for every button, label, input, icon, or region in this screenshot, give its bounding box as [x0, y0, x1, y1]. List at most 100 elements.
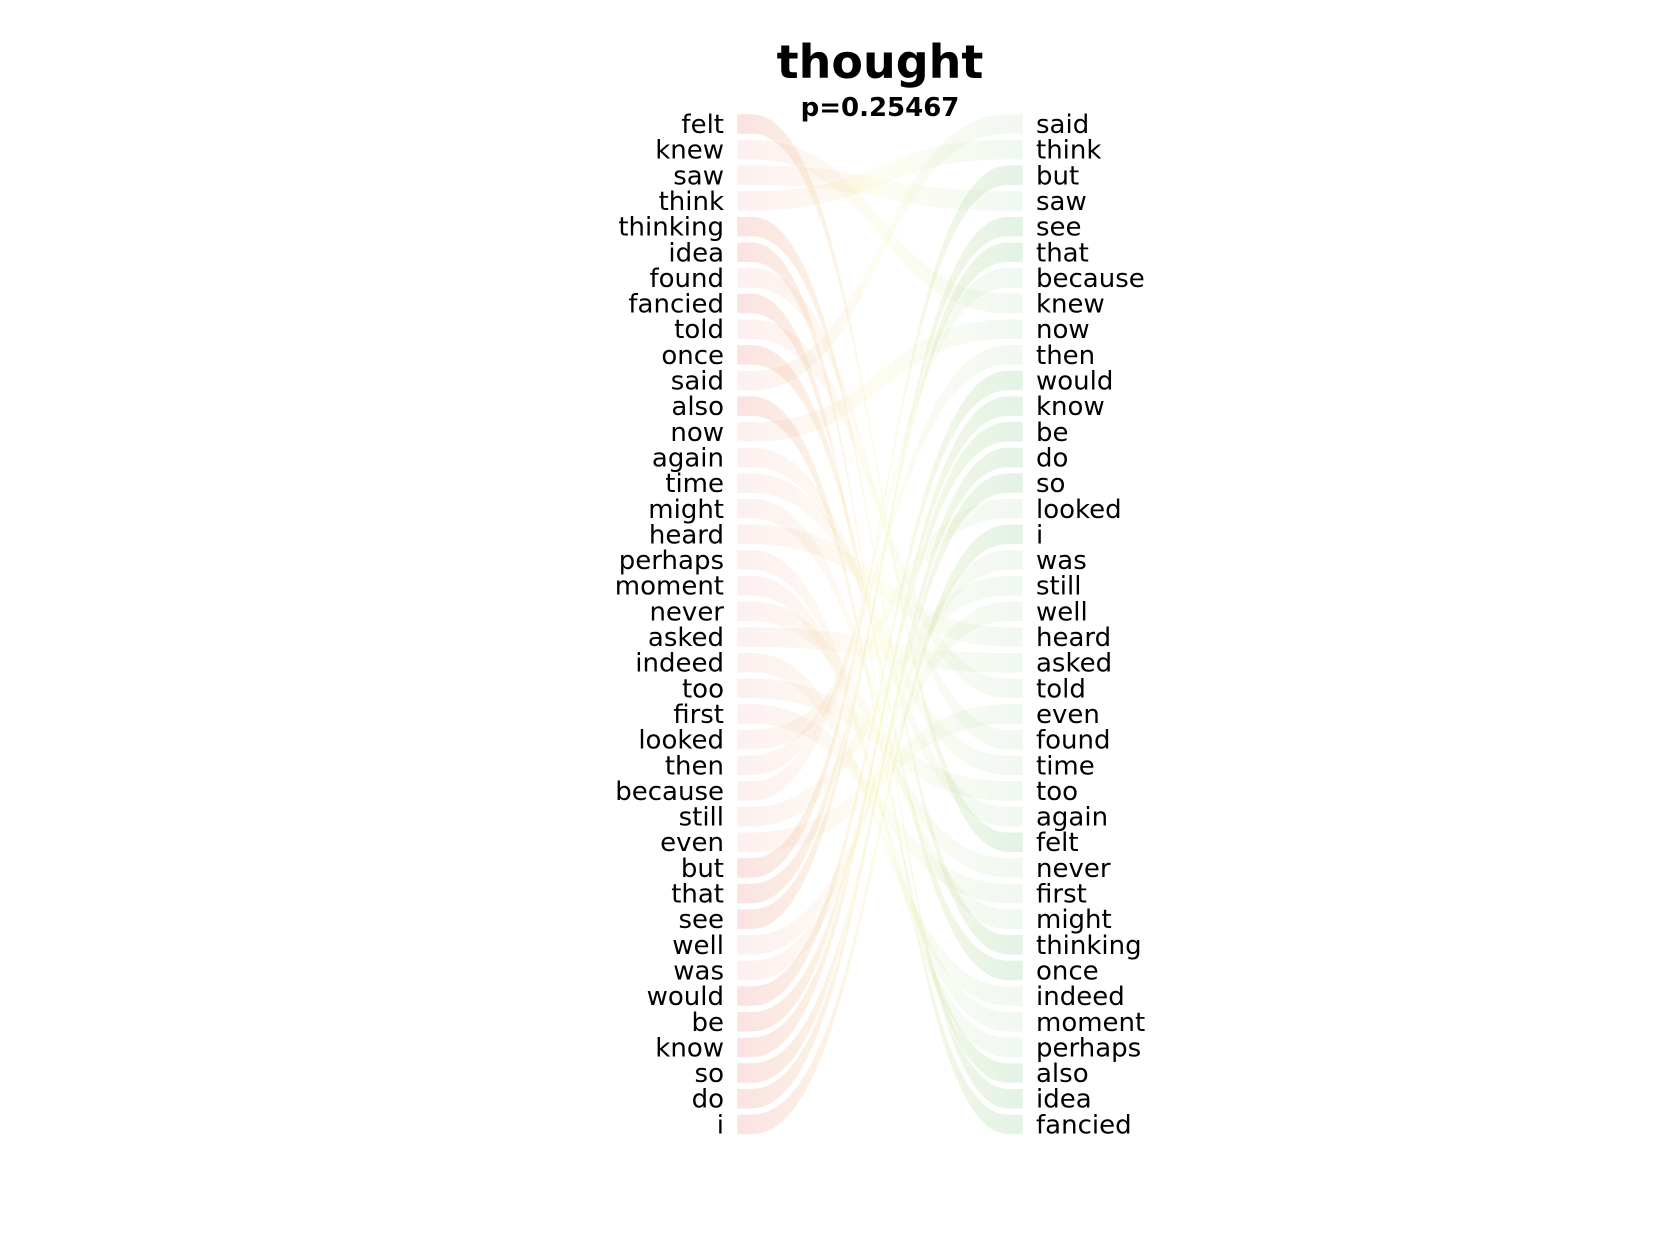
right-word-label: also — [1036, 1059, 1089, 1089]
left-word-label: still — [679, 803, 724, 833]
left-word-label: indeed — [635, 649, 724, 679]
right-word-label: felt — [1036, 828, 1079, 858]
right-word-label: now — [1036, 315, 1090, 345]
ribbon-heard — [734, 522, 1026, 650]
ribbon-felt — [734, 111, 1026, 855]
left-word-label: think — [659, 187, 724, 217]
left-word-label: see — [678, 905, 724, 935]
left-word-label: now — [670, 418, 724, 448]
left-word-label: idea — [668, 238, 724, 268]
ribbon-said — [734, 111, 1026, 393]
right-word-label: saw — [1036, 187, 1087, 217]
left-word-label: moment — [615, 572, 724, 602]
left-word-label: again — [652, 443, 724, 473]
left-word-label: asked — [648, 623, 724, 653]
ribbon-group — [734, 111, 1026, 1137]
right-word-label: because — [1036, 264, 1145, 294]
right-word-label: moment — [1036, 1008, 1145, 1038]
left-word-label: said — [671, 367, 724, 397]
right-word-label: still — [1036, 572, 1081, 602]
left-word-label: would — [647, 982, 724, 1012]
right-word-label: never — [1036, 854, 1111, 884]
left-word-label: so — [695, 1059, 724, 1089]
left-word-label: perhaps — [619, 546, 724, 576]
right-word-label: would — [1036, 367, 1113, 397]
left-word-list: feltknewsawthinkthinkingideafoundfancied… — [615, 110, 725, 1140]
right-word-label: be — [1036, 418, 1069, 448]
right-word-label: too — [1036, 777, 1078, 807]
left-word-label: might — [648, 495, 724, 525]
left-word-label: fancied — [628, 290, 724, 320]
right-word-label: even — [1036, 700, 1100, 730]
right-word-label: perhaps — [1036, 1033, 1141, 1063]
left-word-label: time — [665, 469, 724, 499]
ribbon-would — [734, 368, 1026, 1009]
left-word-label: found — [649, 264, 724, 294]
ribbon-know — [734, 393, 1026, 1060]
right-word-label: heard — [1036, 623, 1111, 653]
ribbon-i — [734, 522, 1026, 1137]
right-word-label: time — [1036, 751, 1095, 781]
ribbon-once — [734, 342, 1026, 983]
right-word-label: i — [1036, 520, 1043, 550]
ribbon-might — [734, 496, 1026, 932]
left-word-label: also — [671, 392, 724, 422]
left-word-label: looked — [638, 726, 724, 756]
right-word-label: do — [1036, 443, 1068, 473]
right-word-label: indeed — [1036, 982, 1125, 1012]
left-word-label: told — [674, 315, 724, 345]
right-word-label: looked — [1036, 495, 1122, 525]
ribbon-see — [734, 214, 1026, 932]
right-word-label: told — [1036, 674, 1086, 704]
left-word-label: knew — [655, 136, 724, 166]
left-word-label: never — [649, 597, 724, 627]
ribbon-because — [734, 265, 1026, 804]
right-word-label: found — [1036, 726, 1111, 756]
left-word-label: even — [660, 828, 724, 858]
left-word-label: then — [665, 751, 724, 781]
right-word-label: once — [1036, 956, 1099, 986]
right-word-label: first — [1036, 880, 1087, 910]
right-word-label: idea — [1036, 1085, 1092, 1115]
ribbon-think — [734, 137, 1026, 214]
right-word-label: was — [1036, 546, 1087, 576]
left-word-label: that — [671, 880, 724, 910]
right-word-label: but — [1036, 161, 1079, 191]
left-word-label: be — [692, 1008, 725, 1038]
chart-subtitle: p=0.25467 — [801, 93, 960, 123]
ribbon-now — [734, 316, 1026, 445]
right-word-label: see — [1036, 213, 1082, 243]
ribbon-but — [734, 163, 1026, 881]
right-word-label: that — [1036, 238, 1089, 268]
left-word-label: felt — [681, 110, 724, 140]
left-word-label: i — [717, 1110, 724, 1140]
right-word-label: know — [1036, 392, 1105, 422]
right-word-label: well — [1036, 597, 1088, 627]
left-word-label: heard — [649, 520, 724, 550]
right-word-label: knew — [1036, 290, 1105, 320]
left-word-label: well — [672, 931, 724, 961]
left-word-label: too — [682, 674, 724, 704]
right-word-label: said — [1036, 110, 1089, 140]
left-word-label: but — [681, 854, 724, 884]
ribbon-asked — [734, 624, 1026, 675]
right-word-label: asked — [1036, 649, 1112, 679]
ribbon-do — [734, 445, 1026, 1111]
ribbon-idea — [734, 240, 1026, 1111]
right-word-label: thinking — [1036, 931, 1142, 961]
right-word-label: might — [1036, 905, 1112, 935]
right-word-label: then — [1036, 341, 1095, 371]
left-word-label: do — [692, 1085, 724, 1115]
left-word-label: was — [673, 956, 724, 986]
left-word-label: thinking — [618, 213, 724, 243]
chart-title: thought — [777, 35, 984, 89]
left-word-label: once — [661, 341, 724, 371]
left-word-label: know — [655, 1033, 724, 1063]
left-word-label: first — [673, 700, 724, 730]
left-word-label: saw — [673, 161, 724, 191]
right-word-list: saidthinkbutsawseethatbecauseknewnowthen… — [1036, 110, 1145, 1140]
right-word-label: so — [1036, 469, 1065, 499]
right-word-label: fancied — [1036, 1110, 1132, 1140]
right-word-label: again — [1036, 803, 1108, 833]
